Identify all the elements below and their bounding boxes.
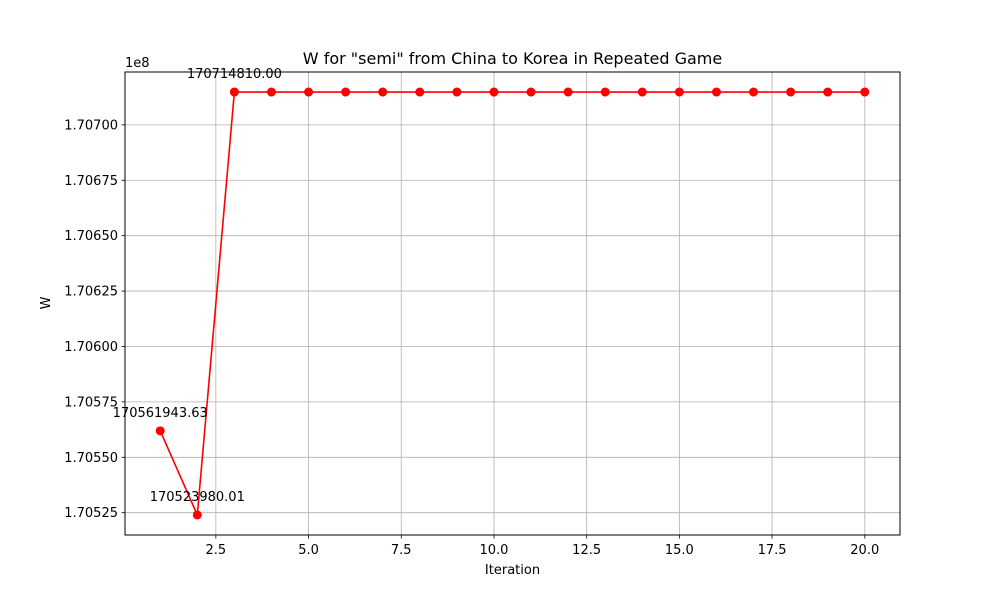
data-point [415,87,425,97]
y-tick-label: 1.70525 [64,506,118,521]
annotation-layer: 170561943.63 170523980.01 170714810.00 [113,67,282,505]
x-tick-label: 15.0 [665,543,694,558]
data-point [378,87,388,97]
x-tick-label: 17.5 [758,543,787,558]
y-tick-label: 1.70700 [64,118,118,133]
marker-layer [155,87,870,520]
data-point [192,510,202,520]
x-tick-label: 7.5 [391,543,412,558]
chart-title: W for "semi" from China to Korea in Repe… [303,49,722,68]
data-point [304,87,314,97]
data-point [786,87,796,97]
data-point [674,87,684,97]
data-point [711,87,721,97]
y-tick-label: 1.70675 [64,174,118,189]
data-point [860,87,870,97]
data-point [637,87,647,97]
data-point [749,87,759,97]
tick-layer: 2.5 5.0 7.5 10.0 12.5 15.0 17.5 20.0 1.70525 1.70… [64,118,879,558]
line-layer [159,91,865,516]
x-axis-label: Iteration [485,563,540,578]
data-point [341,87,351,97]
y-tick-label: 1.70600 [64,340,118,355]
data-label: 170714810.00 [187,67,282,82]
data-point [489,87,499,97]
data-point [600,87,610,97]
y-axis-label: W [39,296,54,309]
data-point [526,87,536,97]
x-tick-label: 5.0 [298,543,319,558]
y-tick-label: 1.70575 [64,395,118,410]
data-point [452,87,462,97]
data-point [266,87,276,97]
y-tick-label: 1.70625 [64,285,118,300]
y-tick-label: 1.70550 [64,451,118,466]
data-label: 170561943.63 [113,406,208,421]
x-tick-label: 12.5 [572,543,601,558]
y-offset-label: 1e8 [125,56,150,71]
data-point [229,87,239,97]
data-point [155,426,165,436]
x-tick-label: 2.5 [206,543,227,558]
data-point [563,87,573,97]
x-tick-label: 10.0 [479,543,508,558]
grid-layer [125,72,900,535]
series-line [159,91,865,516]
plot-frame [124,71,901,536]
y-tick-label: 1.70650 [64,229,118,244]
x-tick-label: 20.0 [850,543,879,558]
data-label: 170523980.01 [150,490,245,505]
data-point [823,87,833,97]
